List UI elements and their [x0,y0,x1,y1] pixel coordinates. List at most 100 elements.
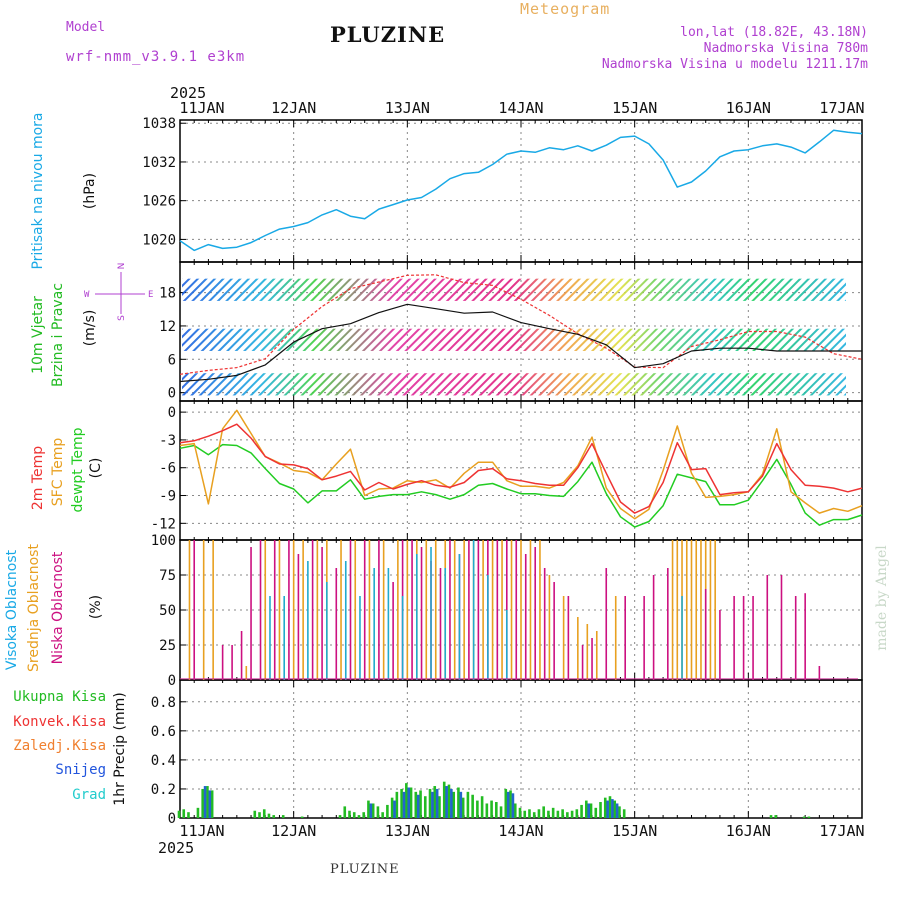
precip-legend-2: Konvek.Kisa [13,714,106,730]
credit-watermark: made by Angel [874,545,890,651]
y-tick-label: 50 [159,603,176,619]
y-tick-label: 6 [168,352,176,368]
x-tick-label-bottom: 14JAN [498,822,543,840]
x-tick-label-top: 12JAN [271,99,316,117]
precip-bar [485,803,489,818]
precip-bar [201,788,204,818]
precip-bar [400,788,403,818]
precip-bar [206,786,209,818]
precip-bar [272,815,276,818]
y-tick-label: 0 [168,811,176,827]
cloud-high-title: Visoka Oblacnost [4,549,20,670]
y-tick-label: -12 [151,516,176,532]
footer-location: PLUZINE [330,862,400,877]
precip-bar [499,806,503,818]
location-coords: lon,lat (18.82E, 43.18N) [680,25,868,40]
y-tick-label: 25 [159,638,176,654]
precip-bar [532,812,536,818]
precip-bar [182,809,186,818]
year-label-bottom: 2025 [158,839,194,857]
cloud-unit-label: (%) [88,595,104,619]
precip-bar [395,791,399,818]
temperature-series-line [179,423,863,514]
y-tick-label: 1038 [142,116,176,132]
compass-n: N [117,263,127,270]
y-tick-label: 0 [168,405,176,421]
precip-bar [419,790,422,818]
precip-bar [466,791,470,818]
precip-bar [606,800,609,818]
precip-bar [428,788,432,818]
model-label: Model [66,20,106,35]
precip-bar [423,796,427,818]
precip-bar [362,812,366,818]
y-tick-label: 0 [168,673,176,689]
precip-bar [551,807,555,818]
x-tick-label-top: 14JAN [498,99,543,117]
precip-bar [203,786,207,818]
y-tick-label: -3 [159,433,176,449]
x-tick-label-bottom: 11JAN [179,822,224,840]
precip-bar [506,791,510,818]
precip-bar [513,803,517,818]
station-elevation: Nadmorska Visina 780m [703,41,868,56]
precip-bar [187,812,190,818]
x-tick-label-bottom: 13JAN [385,822,430,840]
temp-axis-title-3: dewpt Temp [70,427,86,512]
precip-bar [547,810,550,818]
wind-unit-label: (m/s) [82,310,98,347]
x-tick-label-top: 17JAN [819,99,864,117]
precip-bar [774,815,778,818]
model-name: wrf-nmm_v3.9.1 e3km [66,49,246,65]
x-tick-label-bottom: 17JAN [819,822,864,840]
precip-bar [608,796,612,818]
year-label-top: 2025 [170,84,206,102]
wind-barb-band [182,328,846,351]
y-tick-label: 100 [151,533,176,549]
precip-bar [393,800,396,818]
x-tick-label-bottom: 15JAN [612,822,657,840]
precip-bar [348,810,351,818]
y-tick-label: 0.8 [151,695,176,711]
y-tick-label: 12 [159,319,176,335]
precip-bar [338,815,342,818]
precip-bar [471,794,474,818]
precip-bar [618,806,621,818]
precip-bar [615,803,619,818]
precip-bar [407,787,411,818]
wind-barb-band [182,373,846,396]
x-tick-label-top: 16JAN [726,99,771,117]
precip-bar [622,809,626,818]
y-tick-label: 75 [159,568,176,584]
precip-bar [369,803,373,818]
precip-bar [177,810,181,818]
x-tick-label-top: 13JAN [385,99,430,117]
y-tick-label: 1032 [142,155,176,171]
precip-bar [210,790,214,818]
y-tick-label: -9 [159,489,176,505]
precip-bar [556,810,560,818]
y-tick-label: 0.6 [151,724,176,740]
precip-bar [376,806,380,818]
precip-bar [603,797,607,818]
wind-barb-band [182,278,846,301]
x-tick-label-bottom: 12JAN [271,822,316,840]
precip-bar [253,810,257,818]
precip-bar [258,812,261,818]
x-tick-label-bottom: 16JAN [726,822,771,840]
y-tick-label: 0 [168,386,176,402]
precip-bar [381,812,384,818]
panel-frame-temperature [179,400,863,541]
precip-bar [528,809,531,818]
precip-bar [357,815,361,818]
precip-bar [585,800,588,818]
precip-bar [208,790,212,818]
precip-bar [414,791,418,818]
compass-w: W [84,290,90,300]
precip-bar [402,791,406,818]
precip-bar [594,807,598,818]
temp-axis-title-2: SFC Temp [50,438,66,507]
precip-bar [476,800,479,818]
precip-bar [613,800,617,818]
